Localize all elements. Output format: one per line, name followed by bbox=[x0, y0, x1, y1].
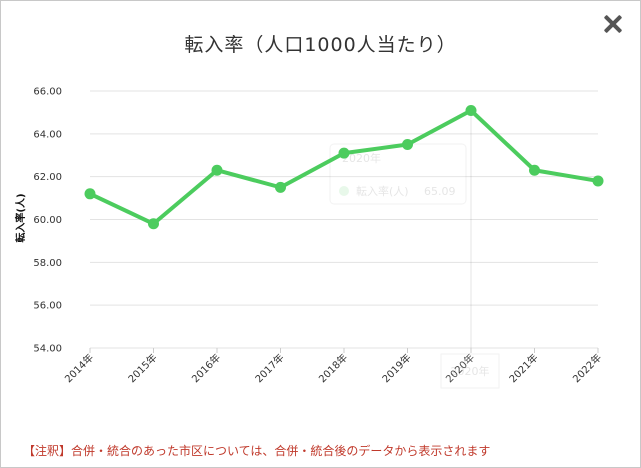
tooltip-marker bbox=[339, 186, 349, 196]
tooltip-value: 65.09 bbox=[424, 185, 456, 198]
data-point[interactable] bbox=[402, 139, 413, 151]
tooltip-x-label-box bbox=[440, 353, 500, 389]
data-point[interactable] bbox=[338, 147, 350, 159]
x-tick-label: 2019年 bbox=[379, 351, 413, 385]
data-point[interactable] bbox=[465, 104, 477, 116]
data-point[interactable] bbox=[211, 164, 223, 176]
tooltip-x-label: 2020年 bbox=[451, 364, 490, 378]
y-tick-label: 60.00 bbox=[33, 215, 62, 226]
x-tick-label: 2016年 bbox=[189, 351, 223, 385]
data-point[interactable] bbox=[148, 218, 159, 230]
x-tick-label: 2017年 bbox=[252, 351, 286, 385]
data-point[interactable] bbox=[84, 188, 96, 200]
y-tick-label: 58.00 bbox=[33, 258, 62, 269]
chart-title: 転入率（人口1000人当たり） bbox=[184, 34, 457, 56]
x-tick-label: 2014年 bbox=[62, 351, 96, 385]
data-point[interactable] bbox=[529, 164, 540, 176]
x-tick-label: 2015年 bbox=[125, 351, 159, 385]
y-tick-label: 64.00 bbox=[33, 129, 62, 140]
data-point[interactable] bbox=[592, 175, 604, 187]
x-tick-label: 2018年 bbox=[316, 351, 350, 385]
y-axis-label: 転入率(人) bbox=[14, 193, 27, 242]
x-tick-label: 2021年 bbox=[506, 351, 540, 385]
footnote: 【注釈】合併・統合のあった市区については、合併・統合後のデータから表示されます bbox=[23, 444, 491, 458]
x-tick-label: 2022年 bbox=[570, 351, 604, 385]
y-tick-label: 54.00 bbox=[33, 344, 62, 355]
data-point[interactable] bbox=[275, 181, 286, 193]
y-tick-label: 56.00 bbox=[33, 301, 62, 312]
tooltip-header: 2020年 bbox=[342, 151, 381, 165]
y-tick-label: 66.00 bbox=[33, 87, 62, 98]
tooltip-series-label: 転入率(人) bbox=[356, 184, 409, 198]
y-tick-label: 62.00 bbox=[33, 172, 62, 183]
